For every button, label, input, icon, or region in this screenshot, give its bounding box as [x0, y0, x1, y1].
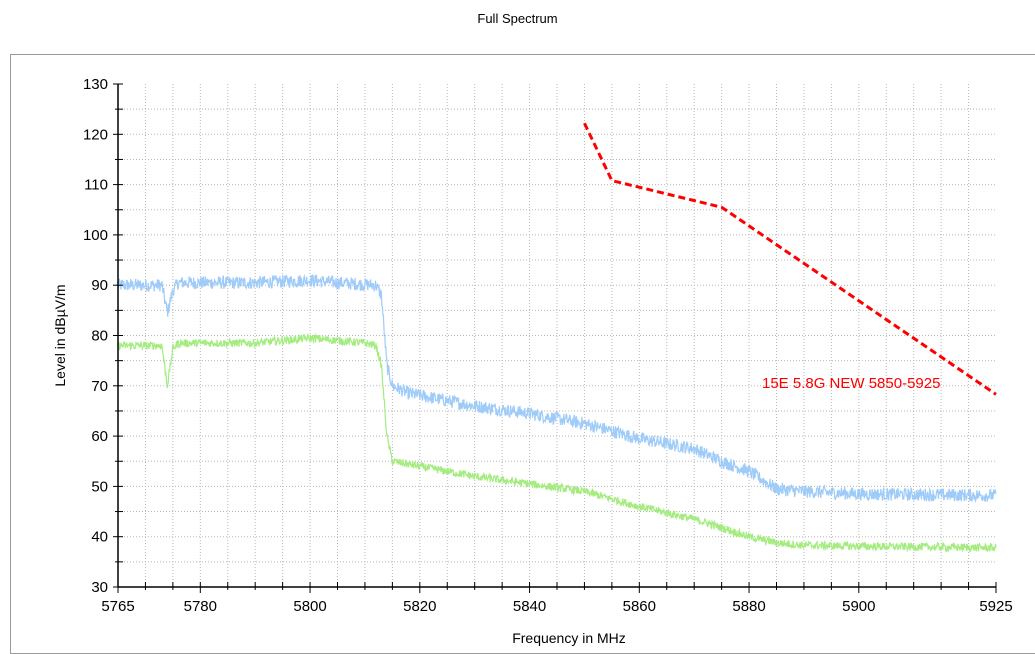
chart-title: Full Spectrum — [477, 11, 558, 26]
data-layer — [117, 273, 997, 553]
limit-line — [583, 122, 997, 396]
y-tick-label: 50 — [91, 478, 108, 495]
x-tick-label: 5880 — [732, 598, 765, 615]
y-tick-label: 80 — [91, 328, 108, 345]
y-axis-title: Level in dBµV/m — [52, 284, 68, 386]
x-tick-label: 5820 — [403, 598, 436, 615]
y-tick-label: 130 — [83, 76, 108, 93]
y-tick-label: 110 — [84, 177, 108, 194]
x-tick-label: 5900 — [842, 598, 875, 615]
y-tick-label: 100 — [83, 227, 108, 244]
x-tick-label: 5765 — [101, 598, 134, 615]
x-tick-label: 5925 — [979, 598, 1012, 615]
grid-layer — [118, 84, 996, 587]
label-layer: 15E 5.8G NEW 5850-5925 30 40 50 60 70 80 90 100 1… — [52, 76, 1013, 646]
x-axis-title: Frequency in MHz — [512, 630, 626, 646]
x-tick-label: 5800 — [293, 598, 326, 615]
y-tick-label: 40 — [91, 529, 108, 546]
axis-layer — [113, 83, 997, 593]
y-tick-label: 70 — [91, 378, 108, 395]
x-tick-label: 5840 — [513, 598, 546, 615]
y-tick-label: 90 — [91, 277, 108, 294]
y-tick-label: 30 — [91, 579, 108, 596]
y-tick-label: 120 — [83, 126, 108, 143]
x-tick-label: 5860 — [623, 598, 656, 615]
limit-layer — [583, 122, 997, 396]
x-tick-label: 5780 — [184, 598, 217, 615]
y-tick-label: 60 — [91, 428, 108, 445]
limit-line-label: 15E 5.8G NEW 5850-5925 — [762, 375, 940, 392]
series-1-trace — [117, 332, 997, 553]
series-0-trace — [117, 273, 997, 504]
